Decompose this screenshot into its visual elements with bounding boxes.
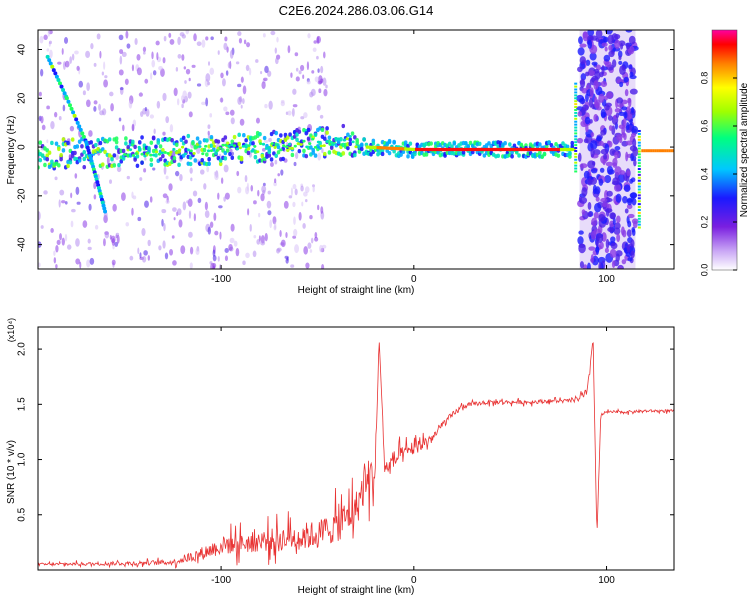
snr-xtick-label: -100 [211,575,231,586]
figure-title: C2E6.2024.286.03.06.G14 [279,3,434,18]
snr-multiplier: (x10⁴) [6,318,16,342]
colorbar-tick-label: 0.2 [699,216,709,229]
heatmap-descending-trace [45,54,108,214]
snr-frame [37,326,675,571]
heatmap-ytick-label: 40 [17,44,28,56]
heatmap-ytick-label: 0 [17,144,28,150]
snr-ytick-label: 2.0 [17,342,28,356]
heatmap-ylabel: Frequency (Hz) [6,116,17,185]
heatmap-ytick-label: -20 [17,188,28,203]
snr-xtick-label: 100 [598,575,615,586]
snr-ytick-label: 1.5 [17,397,28,411]
snr-ytick-label: 1.0 [17,452,28,466]
snr-background [38,327,674,570]
snr-ylabel: SNR (10 * v/v) [6,440,17,504]
heatmap-panel: -100 0 100 -40 -20 0 20 40 Height of straight … [6,29,675,296]
heatmap-xlabel: Height of straight line (km) [298,285,415,296]
heatmap-noise [38,30,328,269]
heatmap-xtick-label: -100 [211,274,231,285]
colorbar-tick-label: 0.0 [699,264,709,277]
heatmap-spikes [574,82,674,229]
snr-panel: -100 0 100 0.5 1.0 1.5 2.0 Height of straight… [6,318,675,596]
heatmap-xtick-label: 0 [411,274,417,285]
heatmap-noise-band [575,30,639,269]
colorbar: 0.0 0.2 0.4 0.6 0.8 Normalized spectral ampl… [699,29,750,277]
heatmap-xtick-label: 100 [598,274,615,285]
colorbar-tick-label: 0.6 [699,120,709,133]
colorbar-label: Normalized spectral amplitude [739,82,750,217]
snr-ytick-label: 0.5 [17,507,28,521]
heatmap-frame [37,29,675,270]
snr-xlabel: Height of straight line (km) [298,585,415,596]
heatmap-ytick-label: -40 [17,237,28,252]
colorbar-tick-label: 0.8 [699,72,709,85]
snr-xtick-label: 0 [411,575,417,586]
colorbar-tick-label: 0.4 [699,168,709,181]
colorbar-gradient [711,29,738,271]
snr-series-line [38,342,674,569]
heatmap-ytick-label: 20 [17,92,28,104]
